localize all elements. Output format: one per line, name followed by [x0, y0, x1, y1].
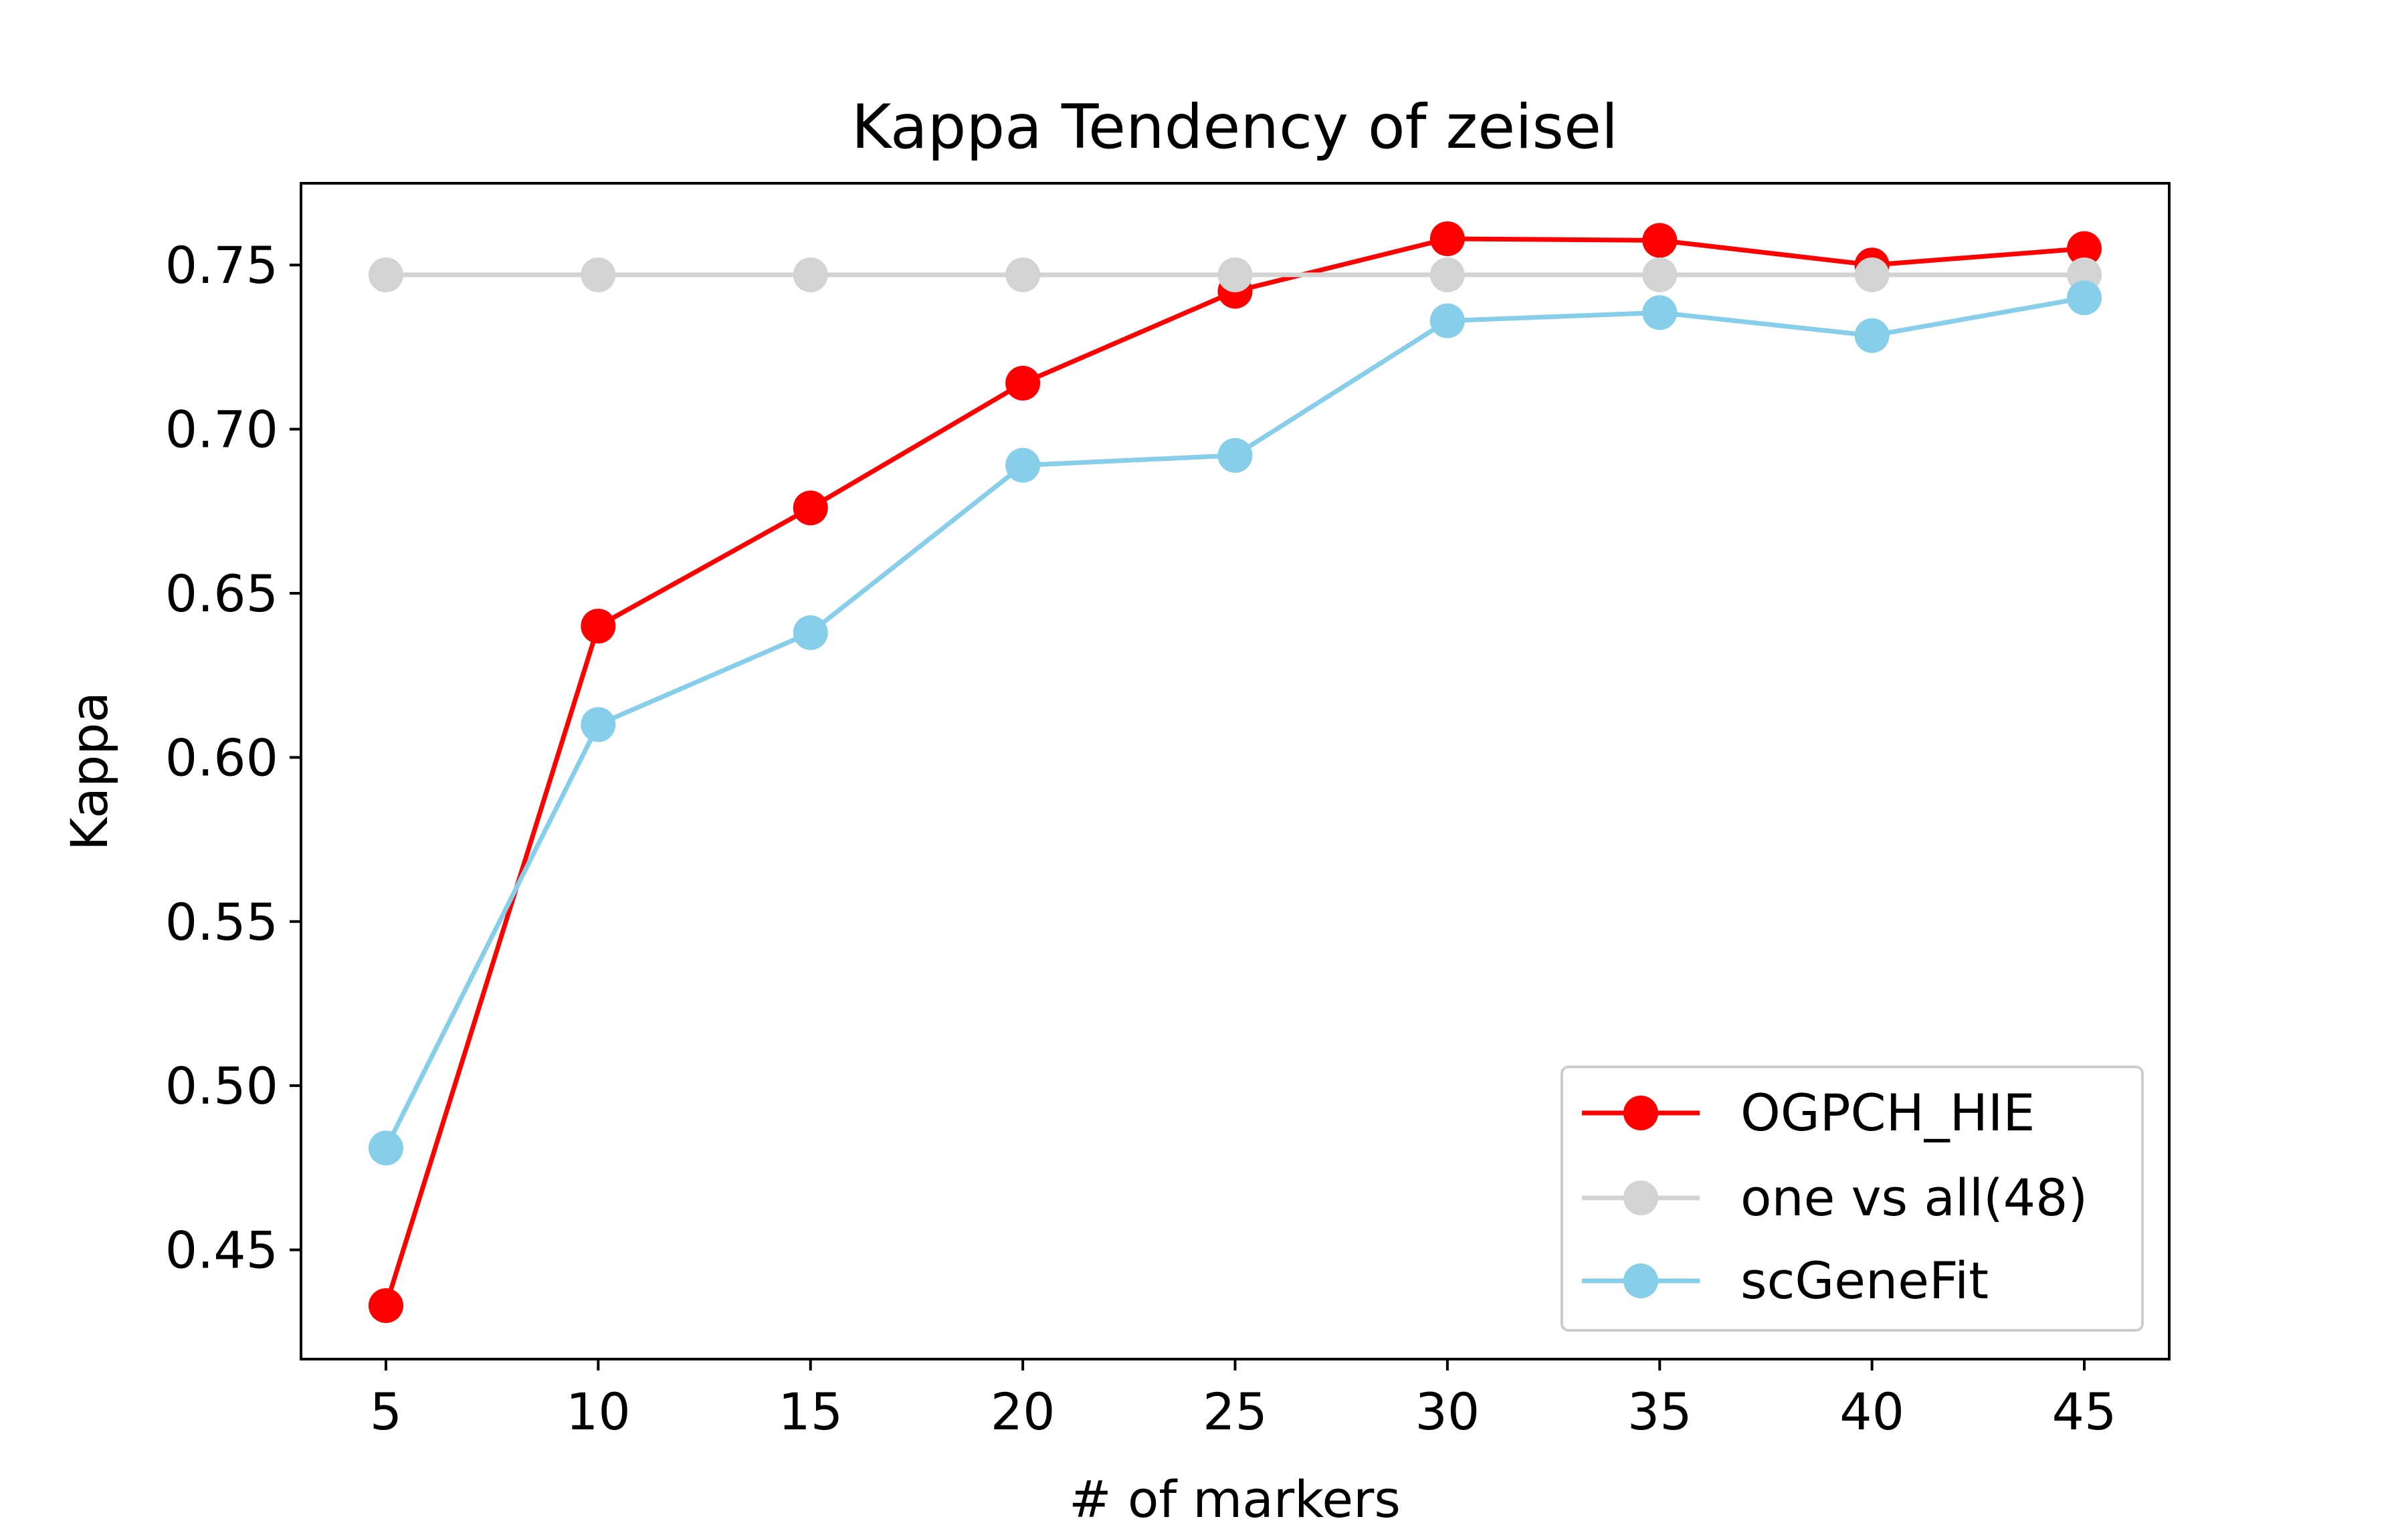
- x-tick-label: 45: [2052, 1382, 2117, 1441]
- y-tick-label: 0.50: [165, 1056, 278, 1116]
- legend-entry-one-vs-all: one vs all(48): [1582, 1168, 2088, 1227]
- y-tick-label: 0.70: [165, 400, 278, 460]
- data-point-scgenefit: [793, 615, 828, 650]
- legend-marker-one-vs-all: [1623, 1181, 1658, 1215]
- x-tick-label: 5: [370, 1382, 402, 1441]
- data-point-one-vs-all-48: [1005, 257, 1041, 292]
- chart-title: Kappa Tendency of zeisel: [851, 92, 1618, 163]
- data-point-scgenefit: [581, 707, 616, 742]
- x-tick-label: 40: [1839, 1382, 1904, 1441]
- data-point-scgenefit: [1642, 295, 1678, 330]
- y-tick-label: 0.65: [165, 564, 278, 623]
- plot-frame: [300, 182, 2171, 1360]
- data-point-ogpch-hie: [1642, 223, 1678, 258]
- data-point-one-vs-all-48: [1217, 257, 1253, 292]
- legend-marker-ogpch-hie: [1623, 1096, 1658, 1130]
- legend-label-ogpch-hie: OGPCH_HIE: [1740, 1083, 2035, 1142]
- legend-label-one-vs-all: one vs all(48): [1740, 1168, 2088, 1227]
- data-point-one-vs-all-48: [1429, 257, 1465, 292]
- legend-label-scgenefit: scGeneFit: [1740, 1251, 1989, 1310]
- legend-entry-scgenefit: scGeneFit: [1582, 1251, 1989, 1310]
- data-point-scgenefit: [1854, 318, 1890, 353]
- data-point-scgenefit: [1005, 447, 1041, 483]
- series-line-scgenefit: [383, 295, 2085, 1149]
- data-point-scgenefit: [368, 1130, 403, 1166]
- data-point-one-vs-all-48: [793, 257, 828, 292]
- legend-entry-ogpch-hie: OGPCH_HIE: [1582, 1083, 2035, 1142]
- x-axis-title: # of markers: [1069, 1469, 1401, 1525]
- data-point-ogpch-hie: [793, 490, 828, 526]
- data-point-ogpch-hie: [1429, 221, 1465, 256]
- x-tick-label: 10: [566, 1382, 631, 1441]
- x-tick-label: 30: [1415, 1382, 1480, 1441]
- legend-box: [1561, 1065, 2144, 1332]
- data-point-one-vs-all-48: [581, 257, 616, 292]
- x-tick-label: 15: [778, 1382, 843, 1441]
- x-tick-label: 25: [1203, 1382, 1268, 1441]
- x-tick-label: 35: [1627, 1382, 1692, 1441]
- data-point-ogpch-hie: [581, 609, 616, 644]
- data-point-ogpch-hie: [368, 1288, 403, 1324]
- data-point-scgenefit: [1217, 437, 1253, 473]
- data-point-scgenefit: [1429, 303, 1465, 338]
- series-one-vs-all-48: [368, 257, 2102, 292]
- data-point-one-vs-all-48: [368, 257, 403, 292]
- y-tick-label: 0.55: [165, 892, 278, 952]
- data-point-ogpch-hie: [1005, 365, 1041, 401]
- data-point-scgenefit: [2067, 280, 2102, 316]
- series-lines-layer: [368, 221, 2102, 1324]
- ticks-layer: 5 10 15 20 25 30 35 40 45 0.45 0.50 0.55 0.60 0.65 0.7…: [165, 235, 2117, 1441]
- y-tick-label: 0.45: [165, 1221, 278, 1280]
- data-point-one-vs-all-48: [1854, 257, 1890, 292]
- y-axis-title: Kappa: [60, 692, 119, 851]
- data-point-ogpch-hie: [2067, 231, 2102, 266]
- y-tick-label: 0.75: [165, 235, 278, 295]
- x-tick-label: 20: [991, 1382, 1056, 1441]
- legend-marker-scgenefit: [1623, 1263, 1658, 1298]
- y-tick-label: 0.60: [165, 728, 278, 787]
- series-scgenefit: [368, 280, 2102, 1166]
- legend: OGPCH_HIE one vs all(48) scGeneFit: [1561, 1065, 2144, 1332]
- data-point-one-vs-all-48: [1642, 257, 1678, 292]
